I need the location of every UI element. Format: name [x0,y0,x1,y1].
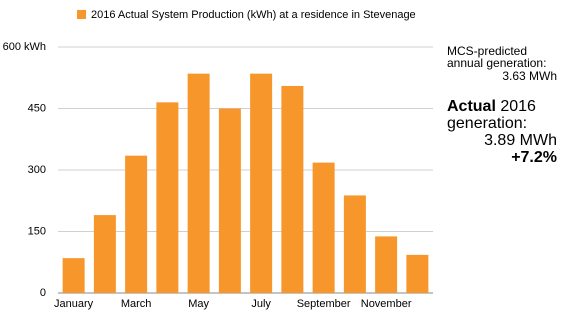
bar [375,236,398,293]
x-tick-label: January [54,298,94,310]
x-tick-label: May [188,298,209,310]
bar [187,73,210,294]
annotation-block: Actual 2016 generation: [447,98,559,132]
x-tick-label: July [251,298,271,310]
bar [250,73,273,294]
x-tick-label: November [361,298,412,310]
y-tick-label: 300 [28,164,46,176]
y-tick-label: 150 [28,225,46,237]
annotation: 2016 generation: [447,98,536,132]
bar [156,102,179,293]
legend-swatch [77,10,86,19]
annotation: 3.63 MWh [502,69,557,83]
annotation: Actual [447,98,496,115]
annotation: +7.2% [511,149,557,166]
bar [125,155,148,293]
x-tick-label: September [297,298,351,310]
annotation: MCS-predicted annual generation: [447,44,547,70]
legend-label: 2016 Actual System Production (kWh) at a… [91,9,416,21]
bar [343,195,366,293]
y-tick-label: 0 [40,287,46,299]
annotation: 3.89 MWh [484,132,557,149]
y-tick-label: 600 kWh [3,41,46,53]
bar [312,162,335,293]
bar [281,85,304,293]
bar [62,258,85,293]
bar [406,254,429,293]
y-tick-label: 450 [28,102,46,114]
x-tick-label: March [121,298,152,310]
bar [218,108,241,293]
bar [93,215,116,293]
